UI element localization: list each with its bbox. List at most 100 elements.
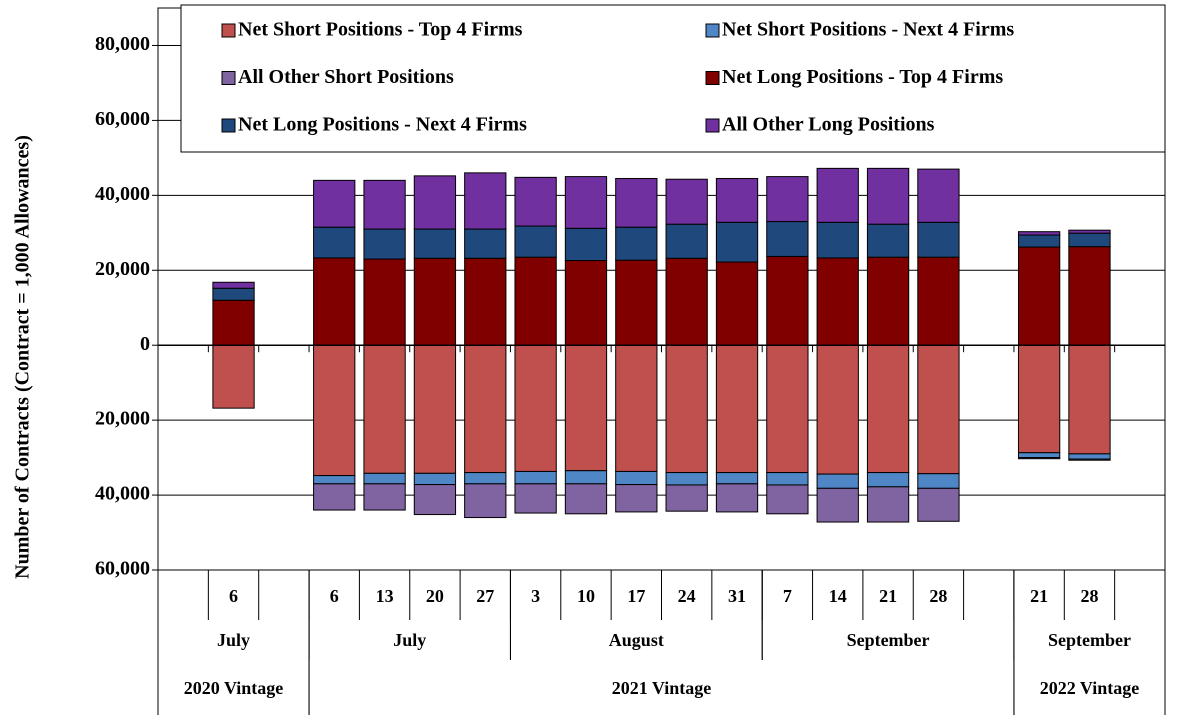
bar-segment (816, 473, 859, 489)
bar-segment (917, 221, 960, 258)
x-tick-label: 17 (627, 586, 645, 606)
bar-segment (313, 475, 356, 485)
y-tick-label: 40,000 (95, 483, 150, 505)
bar-segment (1068, 229, 1111, 234)
bar-segment (413, 257, 457, 346)
bar-segment (917, 473, 960, 489)
bar-segment (766, 484, 809, 515)
y-tick-label: 60,000 (95, 558, 150, 580)
bar-segment (1017, 457, 1061, 460)
bar-segment (715, 177, 759, 223)
y-tick-label: 80,000 (95, 33, 150, 55)
legend-label: Net Short Positions - Next 4 Firms (722, 19, 1014, 41)
bar-segment (1068, 344, 1111, 455)
bar-segment (413, 344, 457, 474)
bar-segment (766, 221, 809, 257)
bar-segment (1068, 453, 1111, 460)
bar-segment (313, 179, 356, 228)
bar-segment (514, 470, 557, 485)
y-tick-label: 0 (140, 333, 150, 355)
bar-segment (715, 221, 759, 263)
bar-segment (615, 344, 658, 472)
bar-segment (363, 258, 406, 346)
bar-segment (464, 257, 507, 346)
bar-segment (816, 257, 859, 346)
bar-segment (816, 167, 859, 223)
bar-segment (514, 225, 557, 258)
bar-segment (363, 472, 406, 485)
bar-segment (715, 472, 759, 485)
bar-segment (363, 483, 406, 511)
bar-segment (1017, 344, 1061, 454)
bar-segment (363, 344, 406, 474)
bar-segment (615, 484, 658, 513)
bar-segment (1017, 234, 1061, 248)
x-tick-label: 20 (426, 586, 444, 606)
bar-segment (313, 344, 356, 477)
y-tick-label: 40,000 (95, 183, 150, 205)
bar-segment (413, 175, 457, 230)
bar-segment (866, 472, 910, 488)
bar-segment (564, 470, 608, 485)
legend-label: Net Short Positions - Top 4 Firms (238, 19, 523, 41)
x-tick-label: 31 (728, 586, 746, 606)
x-tick-label: 28 (1080, 586, 1098, 606)
x-tick-label: 7 (783, 586, 792, 606)
bar-segment (766, 344, 809, 474)
legend-box (180, 4, 1166, 153)
bar-segment (413, 228, 457, 259)
vintage-label: 2021 Vintage (611, 677, 712, 698)
bar-segment (464, 172, 507, 230)
x-tick-label: 6 (229, 586, 238, 606)
legend-label: All Other Long Positions (722, 114, 935, 136)
bar-segment (715, 483, 759, 513)
x-tick-label: 10 (577, 586, 595, 606)
bar-segment (1017, 231, 1061, 236)
month-label: July (393, 630, 427, 650)
bar-segment (1068, 232, 1111, 248)
bar-segment (866, 256, 910, 346)
x-tick-label: 6 (330, 586, 339, 606)
bar-segment (313, 483, 356, 511)
bar-segment (615, 259, 658, 346)
month-label: August (608, 630, 664, 650)
legend-swatch (705, 71, 720, 85)
bar-segment (212, 344, 255, 409)
bar-segment (615, 226, 658, 261)
bar-segment (464, 483, 507, 519)
bar-segment (665, 344, 708, 474)
bar-segment (514, 176, 557, 227)
bar-segment (816, 221, 859, 259)
bar-segment (514, 344, 557, 472)
bar-segment (665, 257, 708, 346)
bar-segment (766, 255, 809, 346)
bar-segment (615, 177, 658, 228)
bar-segment (1068, 246, 1111, 346)
legend-swatch (705, 118, 720, 133)
bar-segment (514, 483, 557, 514)
bar-segment (917, 256, 960, 346)
bar-segment (564, 176, 608, 229)
bar-segment (615, 470, 658, 486)
legend-swatch (705, 23, 720, 38)
bar-segment (313, 257, 356, 346)
bar-segment (564, 344, 608, 472)
bar-segment (212, 281, 255, 289)
vintage-label: 2020 Vintage (183, 677, 284, 698)
bar-segment (363, 228, 406, 260)
x-tick-label: 28 (929, 586, 947, 606)
bar-segment (212, 299, 255, 346)
vintage-label: 2022 Vintage (1039, 677, 1140, 698)
bar-segment (1068, 458, 1111, 461)
bar-segment (564, 227, 608, 262)
bar-segment (1017, 246, 1061, 346)
bar-segment (866, 223, 910, 258)
y-axis-title: Number of Contracts (Contract = 1,000 Al… (12, 135, 34, 579)
bar-segment (917, 344, 960, 475)
bar-segment (766, 472, 809, 486)
bar-segment (564, 260, 608, 346)
x-tick-label: 14 (829, 586, 847, 606)
bar-segment (313, 226, 356, 259)
